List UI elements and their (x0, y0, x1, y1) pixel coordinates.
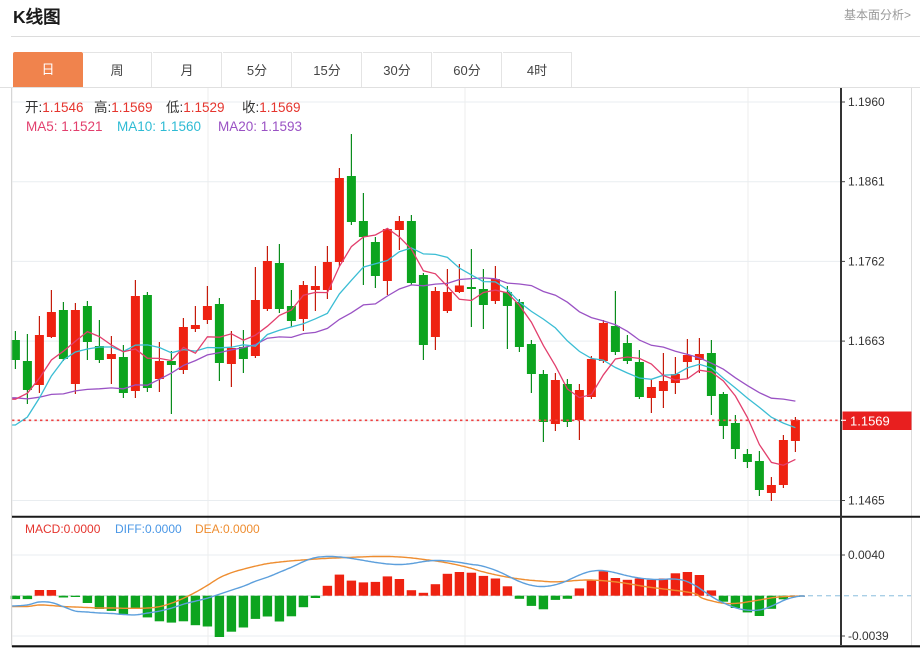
svg-text:0.0040: 0.0040 (848, 548, 885, 562)
svg-text:1.1762: 1.1762 (848, 254, 885, 268)
svg-text:1.1569: 1.1569 (850, 414, 890, 429)
svg-text:1.1465: 1.1465 (848, 494, 885, 508)
svg-text:1.1861: 1.1861 (848, 175, 885, 189)
svg-text:1.1960: 1.1960 (848, 95, 885, 109)
svg-text:-0.0039: -0.0039 (848, 629, 889, 643)
svg-text:1.1663: 1.1663 (848, 334, 885, 348)
